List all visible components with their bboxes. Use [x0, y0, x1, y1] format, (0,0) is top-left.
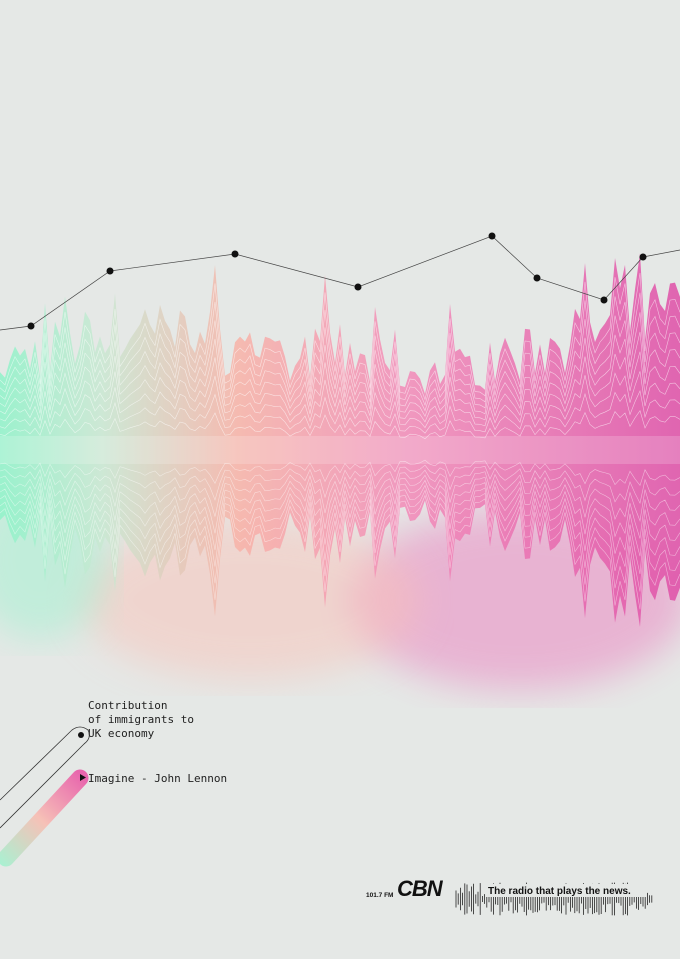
trend-line — [0, 235, 680, 331]
caption-line: UK economy — [88, 727, 155, 740]
footer: 101.7 FM CBN The radio that plays the ne… — [366, 876, 653, 916]
wave-contour — [0, 409, 680, 440]
frequency: 101.7 FM — [366, 892, 393, 899]
pointer-dot — [78, 732, 84, 738]
slogan: The radio that plays the news. — [488, 886, 631, 897]
play-icon — [80, 774, 86, 781]
wave-contour — [0, 390, 680, 434]
wave-contour — [0, 292, 680, 406]
caption-line: Contribution — [88, 699, 167, 712]
trend-dot — [533, 274, 541, 282]
caption-line: of immigrants to — [88, 713, 194, 726]
wave-contour — [0, 484, 680, 574]
wave-body — [0, 253, 680, 628]
wave-contour — [0, 479, 680, 557]
slogan-backdrop — [486, 884, 646, 897]
brand: CBN — [397, 876, 444, 901]
wave-contour — [0, 312, 680, 412]
wave-contour — [0, 474, 680, 539]
trend-dot — [27, 322, 35, 330]
wave-contour — [0, 494, 680, 610]
wave-contour — [0, 459, 680, 487]
progress-stick — [0, 769, 89, 867]
trend-dot — [600, 296, 608, 304]
wave-contour — [0, 464, 680, 504]
wave-contour — [0, 272, 680, 401]
waveform — [0, 232, 680, 690]
wave-contour — [0, 371, 680, 429]
wave-contour — [0, 331, 680, 418]
track-title: Imagine - John Lennon — [88, 772, 227, 785]
trend-dot — [354, 283, 362, 291]
glow — [350, 510, 680, 690]
trend-dot — [106, 267, 114, 275]
caption: Contribution of immigrants to UK economy — [88, 699, 194, 740]
pointer-outline — [0, 726, 90, 829]
wave-contour — [0, 489, 680, 592]
trend-dot — [639, 253, 647, 261]
trend-dot — [231, 250, 239, 258]
pointer-lines — [0, 726, 90, 829]
wave-contour — [0, 351, 680, 423]
center-band — [0, 436, 680, 464]
wave-contour — [0, 469, 680, 522]
trend-dot — [488, 232, 496, 240]
